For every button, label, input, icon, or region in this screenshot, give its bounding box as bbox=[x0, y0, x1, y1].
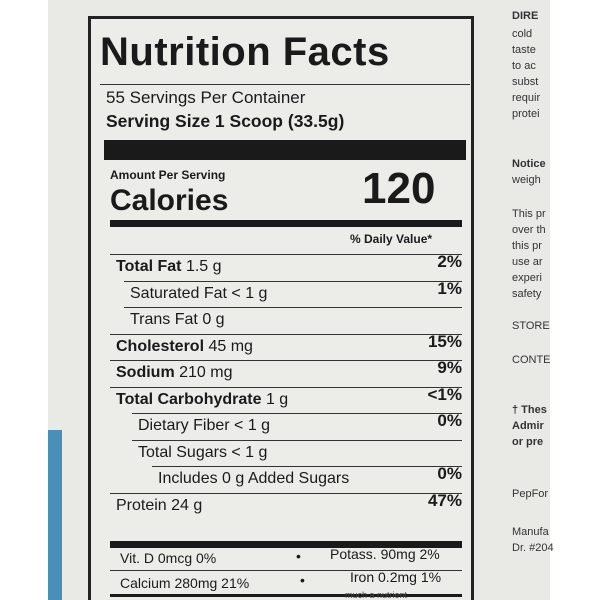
nutrient-row: Dietary Fiber < 1 g 0% bbox=[138, 411, 462, 442]
serving-size: Serving Size 1 Scoop (33.5g) bbox=[106, 111, 345, 131]
nutrient-name: Includes 0 g Added Sugars bbox=[158, 470, 350, 487]
side-line: requir bbox=[512, 92, 541, 104]
nutrient-name: Trans Fat bbox=[130, 311, 198, 328]
bullet: • bbox=[300, 572, 305, 588]
side-line: to ac bbox=[512, 60, 536, 72]
nutrient-row: Total Fat 1.5 g 2% bbox=[116, 252, 462, 283]
blue-strip bbox=[48, 430, 62, 600]
servings: 55 Servings Per Container bbox=[106, 88, 306, 107]
rule bbox=[110, 594, 462, 597]
side-line: STORE bbox=[512, 320, 550, 332]
nutrient-amount: 1.5 g bbox=[185, 258, 222, 275]
side-line: CONTE bbox=[512, 354, 551, 366]
thick-rule bbox=[104, 140, 466, 160]
side-line: taste bbox=[512, 44, 536, 56]
side-line: this pr bbox=[512, 240, 542, 252]
nutrient-name: Total Sugars bbox=[138, 443, 227, 461]
nutrient-name: Total Fat bbox=[116, 258, 182, 275]
side-line: or pre bbox=[512, 436, 544, 448]
nutrient-row: Cholesterol 45 mg 15% bbox=[116, 332, 462, 363]
side-line: † Thes bbox=[512, 404, 547, 416]
nutrient-name: Dietary Fiber bbox=[138, 417, 230, 434]
rule bbox=[110, 254, 462, 255]
nutrient-name: Protein bbox=[116, 496, 167, 514]
title: Nutrition Facts bbox=[100, 30, 390, 74]
nutrient-row: Sodium 210 mg 9% bbox=[116, 358, 462, 389]
rule bbox=[110, 386, 462, 388]
nutrient-amount: < 1 g bbox=[231, 284, 268, 302]
nutrient-amount: < 1 g bbox=[234, 417, 271, 434]
nutrient-row: Trans Fat 0 g bbox=[130, 311, 462, 336]
side-line: cold bbox=[512, 28, 533, 40]
nutrient-name: Sodium bbox=[116, 364, 175, 381]
nutrient-amount: 0 g bbox=[202, 311, 225, 328]
vitamin: Vit. D 0mcg 0% bbox=[120, 550, 217, 566]
nutrient-row: Total Carbohydrate 1 g <1% bbox=[116, 385, 462, 416]
daily-value: 9% bbox=[437, 358, 462, 377]
rule bbox=[152, 466, 462, 467]
nutrient-amount: 210 mg bbox=[179, 364, 233, 381]
rule bbox=[124, 307, 462, 308]
vitamin: Calcium 280mg 21% bbox=[120, 575, 250, 591]
nutrient-name: Total Carbohydrate bbox=[116, 390, 262, 408]
side-line: Notice bbox=[512, 158, 546, 170]
nutrient-row: Protein 24 g 47% bbox=[116, 491, 462, 522]
side-line: weigh bbox=[512, 174, 541, 186]
rule bbox=[124, 280, 462, 282]
nutrient-amount: 1 g bbox=[265, 390, 289, 408]
side-line: DIRE bbox=[512, 10, 539, 22]
daily-value: <1% bbox=[427, 384, 463, 404]
rule bbox=[110, 492, 462, 494]
amount-per-serving: Amount Per Serving bbox=[110, 168, 226, 182]
nutrient-name: Cholesterol bbox=[116, 337, 205, 355]
side-line: subst bbox=[512, 76, 539, 88]
side-line: use ar bbox=[512, 256, 543, 268]
calories: 120 bbox=[362, 164, 436, 213]
rule bbox=[110, 570, 462, 571]
daily-value: 47% bbox=[427, 490, 462, 510]
footnote: much a nutrient bbox=[345, 590, 408, 600]
rule bbox=[110, 360, 462, 361]
rule bbox=[132, 439, 462, 441]
side-line: Dr. #204 bbox=[512, 542, 554, 554]
side-line: Admir bbox=[512, 420, 544, 432]
rule bbox=[132, 413, 462, 414]
daily-value: 0% bbox=[437, 464, 462, 483]
nutrient-row: Saturated Fat < 1 g 1% bbox=[130, 279, 462, 310]
nutrient-amount: 24 g bbox=[171, 496, 203, 514]
rule bbox=[100, 84, 470, 85]
side-line: over th bbox=[512, 224, 546, 236]
dv-header: % Daily Value* bbox=[350, 232, 433, 246]
vitamin: Iron 0.2mg 1% bbox=[350, 569, 442, 585]
side-line: Manufa bbox=[512, 526, 549, 538]
nutrient-row: Total Sugars < 1 g bbox=[138, 444, 462, 469]
daily-value: 0% bbox=[437, 411, 462, 430]
side-line: protei bbox=[512, 108, 540, 120]
side-line: PepFor bbox=[512, 488, 549, 500]
side-line: This pr bbox=[512, 208, 546, 220]
rule bbox=[110, 333, 462, 335]
daily-value: 2% bbox=[437, 252, 462, 271]
daily-value: 15% bbox=[427, 331, 462, 351]
medium-rule bbox=[110, 541, 462, 548]
label-box bbox=[88, 16, 474, 600]
calories-label: Calories bbox=[110, 184, 229, 217]
vitamin: Potass. 90mg 2% bbox=[330, 546, 440, 562]
daily-value: 1% bbox=[437, 278, 462, 298]
nutrient-amount: 45 mg bbox=[208, 337, 253, 355]
medium-rule bbox=[110, 220, 462, 227]
nutrient-name: Saturated Fat bbox=[130, 284, 227, 302]
nutrient-row: Includes 0 g Added Sugars 0% bbox=[158, 464, 462, 495]
nutrient-amount: < 1 g bbox=[231, 443, 268, 461]
bullet: • bbox=[296, 548, 301, 564]
side-line: experi bbox=[512, 272, 542, 284]
side-line: safety bbox=[512, 288, 542, 300]
